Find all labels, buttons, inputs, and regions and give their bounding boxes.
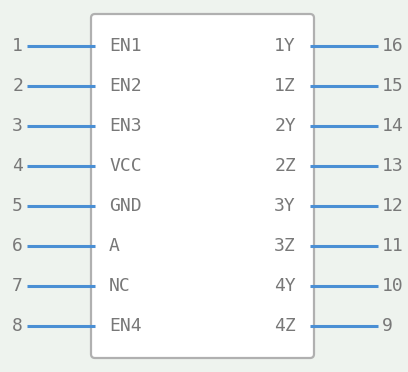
Text: 4: 4 bbox=[12, 157, 23, 175]
FancyBboxPatch shape bbox=[91, 14, 314, 358]
Text: EN3: EN3 bbox=[109, 117, 142, 135]
Text: 3Y: 3Y bbox=[274, 197, 296, 215]
Text: 7: 7 bbox=[12, 277, 23, 295]
Text: 3: 3 bbox=[12, 117, 23, 135]
Text: 2: 2 bbox=[12, 77, 23, 95]
Text: 6: 6 bbox=[12, 237, 23, 255]
Text: 5: 5 bbox=[12, 197, 23, 215]
Text: 4Z: 4Z bbox=[274, 317, 296, 335]
Text: 3Z: 3Z bbox=[274, 237, 296, 255]
Text: A: A bbox=[109, 237, 120, 255]
Text: 10: 10 bbox=[382, 277, 404, 295]
Text: 15: 15 bbox=[382, 77, 404, 95]
Text: 9: 9 bbox=[382, 317, 393, 335]
Text: 4Y: 4Y bbox=[274, 277, 296, 295]
Text: EN4: EN4 bbox=[109, 317, 142, 335]
Text: EN2: EN2 bbox=[109, 77, 142, 95]
Text: EN1: EN1 bbox=[109, 37, 142, 55]
Text: 2Z: 2Z bbox=[274, 157, 296, 175]
Text: 11: 11 bbox=[382, 237, 404, 255]
Text: 8: 8 bbox=[12, 317, 23, 335]
Text: 14: 14 bbox=[382, 117, 404, 135]
Text: 1Y: 1Y bbox=[274, 37, 296, 55]
Text: 12: 12 bbox=[382, 197, 404, 215]
Text: 1: 1 bbox=[12, 37, 23, 55]
Text: NC: NC bbox=[109, 277, 131, 295]
Text: GND: GND bbox=[109, 197, 142, 215]
Text: 2Y: 2Y bbox=[274, 117, 296, 135]
Text: 16: 16 bbox=[382, 37, 404, 55]
Text: 1Z: 1Z bbox=[274, 77, 296, 95]
Text: VCC: VCC bbox=[109, 157, 142, 175]
Text: 13: 13 bbox=[382, 157, 404, 175]
